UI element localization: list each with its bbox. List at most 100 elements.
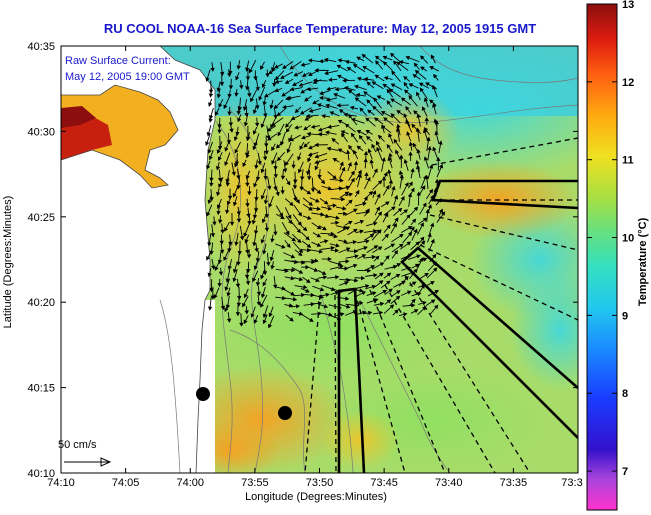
current-vector-head — [260, 303, 265, 308]
current-vector-head — [395, 127, 401, 132]
current-vector-head — [353, 228, 358, 233]
current-vector-head — [216, 149, 221, 155]
current-vector-head — [413, 268, 418, 274]
current-vector-head — [305, 113, 310, 119]
current-vector-head — [407, 231, 413, 237]
current-vector-head — [236, 218, 242, 223]
current-vector-head — [276, 111, 282, 117]
current-vector-head — [225, 182, 231, 187]
current-vector-head — [324, 70, 329, 76]
current-vector-head — [206, 211, 211, 217]
current-vector-head — [317, 127, 323, 132]
current-vector-head — [371, 284, 377, 290]
x-tick-label: 73:50 — [306, 477, 334, 489]
current-vector-head — [422, 128, 428, 134]
current-vector-head — [407, 290, 412, 295]
current-vector-head — [355, 189, 360, 195]
current-vector-head — [314, 142, 319, 148]
current-vector-head — [405, 119, 410, 125]
current-vector-head — [366, 135, 371, 141]
current-vector-head — [429, 164, 434, 169]
current-vector-head — [286, 243, 291, 248]
current-vector-head — [399, 174, 404, 179]
current-vector-head — [382, 61, 388, 66]
current-vector-head — [243, 293, 248, 299]
current-vector-head — [414, 263, 420, 268]
y-axis-label: Latitude (Degrees:Minutes) — [2, 196, 14, 329]
current-vector-head — [386, 88, 391, 94]
current-vector-head — [224, 227, 229, 232]
current-vector-head — [254, 164, 259, 170]
current-vector-head — [403, 89, 409, 94]
current-vector-head — [298, 248, 304, 253]
current-vector-head — [227, 111, 232, 116]
current-vector-head — [245, 203, 250, 208]
current-vector-head — [288, 219, 293, 225]
current-vector-head — [335, 275, 340, 280]
current-vector-head — [299, 145, 304, 151]
station-marker — [278, 406, 292, 420]
current-vector-head — [393, 250, 399, 255]
current-vector-head — [285, 230, 290, 236]
current-vector-head — [236, 65, 241, 70]
current-vector-head — [264, 93, 269, 98]
current-vector-head — [287, 214, 292, 220]
scale-label: 50 cm/s — [58, 439, 97, 451]
current-vector-head — [315, 198, 320, 203]
current-vector-head — [224, 161, 229, 167]
current-vector-head — [369, 234, 375, 239]
current-vector-head — [217, 156, 222, 161]
current-vector-head — [390, 98, 395, 103]
current-vector-head — [234, 163, 239, 168]
current-vector-head — [356, 130, 362, 134]
current-vector-head — [345, 259, 350, 264]
current-vector-head — [218, 219, 223, 224]
current-vector-head — [289, 65, 295, 70]
current-vector-head — [383, 171, 388, 177]
current-vector-head — [396, 110, 401, 115]
current-vector-head — [353, 278, 359, 283]
current-vector-head — [363, 91, 368, 96]
current-vector-head — [415, 91, 420, 97]
current-vector-head — [298, 311, 304, 316]
current-vector-head — [336, 103, 341, 108]
current-vector-head — [387, 156, 392, 162]
current-vector-head — [390, 243, 396, 248]
current-vector-head — [366, 81, 371, 86]
current-vector-head — [434, 290, 439, 294]
current-vector-head — [261, 293, 266, 299]
current-vector-head — [245, 153, 250, 159]
current-vector-head — [319, 90, 324, 95]
current-vector-head — [376, 140, 380, 146]
current-vector-head — [289, 317, 294, 322]
x-axis-ticks: 74:10 74:05 74:00 73:55 73:50 73:45 73:40 73:35… — [47, 46, 583, 489]
current-vector-head — [415, 241, 420, 246]
current-vector-head — [228, 85, 234, 90]
current-vector-head — [260, 65, 265, 71]
current-vector-head — [413, 309, 419, 314]
current-vector-head — [235, 283, 241, 288]
current-vector-head — [407, 253, 413, 258]
current-vector-head — [398, 243, 404, 248]
current-vector-head — [399, 233, 404, 238]
current-vector-head — [264, 150, 269, 155]
current-vector-head — [247, 221, 252, 226]
current-vector-head — [273, 174, 278, 179]
current-vector-head — [294, 108, 300, 114]
current-vector-head — [365, 239, 370, 244]
current-vector-head — [411, 218, 417, 223]
current-vector-head — [247, 93, 252, 98]
bathymetry-contours — [159, 46, 578, 473]
current-vector-head — [298, 276, 304, 282]
current-vector-head — [246, 213, 251, 218]
current-vector-head — [354, 84, 359, 89]
current-vector-head — [361, 254, 367, 259]
current-vector-head — [407, 226, 413, 230]
current-vector-head — [348, 220, 353, 225]
current-vector-head — [359, 288, 364, 293]
current-vector-head — [432, 267, 438, 272]
current-vector-head — [345, 226, 351, 231]
current-vector-head — [426, 136, 431, 141]
current-vector-head — [255, 86, 260, 92]
